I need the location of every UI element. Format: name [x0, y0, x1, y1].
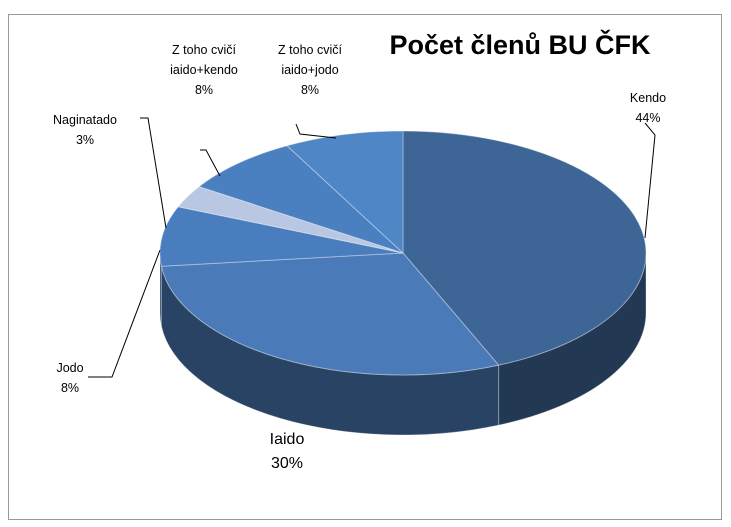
leader-line [140, 117, 167, 229]
label-name: Kendo [629, 91, 667, 105]
data-label: Z toho cvičí iaido+kendo 8% [149, 40, 259, 100]
data-label: Naginatado 3% [30, 110, 140, 150]
label-name: Naginatado [53, 113, 117, 127]
label-value: 30% [270, 455, 304, 472]
pie-slice [177, 186, 404, 254]
label-value: 8% [300, 83, 320, 97]
leader-line [88, 249, 161, 378]
pie-slice [160, 252, 500, 376]
data-label: Iaido 30% [232, 428, 342, 476]
leader-line [200, 149, 221, 177]
label-name: Jodo [56, 361, 84, 375]
data-label: Jodo 8% [15, 358, 125, 398]
label-value: 3% [75, 133, 95, 147]
data-label: Z toho cvičí iaido+jodo 8% [255, 40, 365, 100]
label-value: 8% [194, 83, 214, 97]
label-name: Z toho cvičí iaido+kendo [170, 43, 238, 77]
pie [159, 130, 647, 436]
pie-slice [198, 145, 404, 254]
label-name: Z toho cvičí iaido+jodo [278, 43, 342, 77]
leader-line [295, 123, 337, 139]
pie-slice [159, 206, 404, 267]
leaders [88, 117, 656, 378]
data-label: Kendo 44% [593, 88, 703, 128]
label-value: 8% [60, 381, 80, 395]
pie-slice [402, 130, 647, 366]
label-name: Iaido [269, 431, 305, 448]
chart-title: Počet členů BU ČFK [389, 30, 651, 60]
pie-slice [285, 130, 404, 255]
leader-line [644, 122, 656, 239]
label-value: 44% [635, 111, 661, 125]
